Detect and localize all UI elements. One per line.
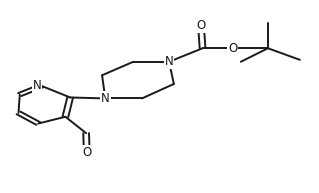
Text: N: N — [33, 79, 41, 92]
Text: N: N — [101, 92, 110, 105]
Text: O: O — [197, 19, 205, 32]
Text: N: N — [165, 55, 174, 68]
Text: O: O — [228, 42, 237, 55]
Text: O: O — [82, 146, 91, 159]
